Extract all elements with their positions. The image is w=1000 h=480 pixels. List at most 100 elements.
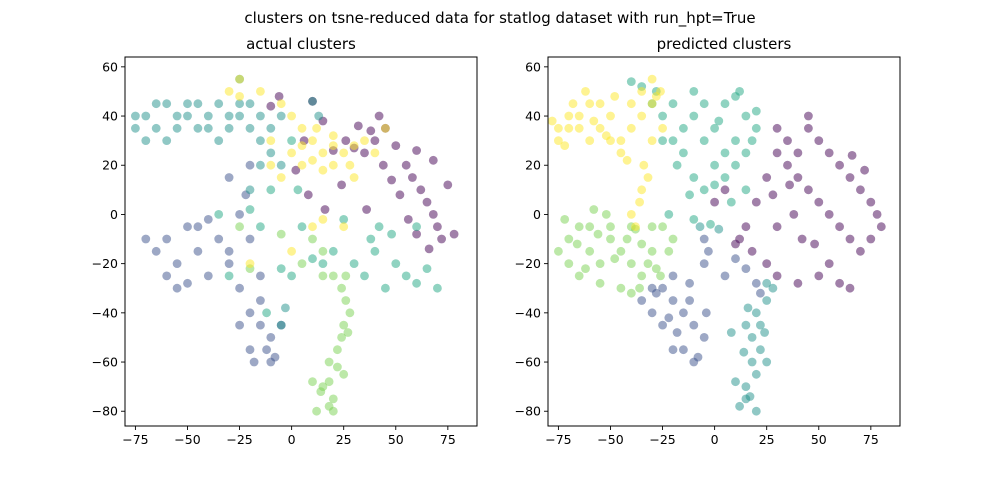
scatter-point [797,234,807,244]
scatter-point [814,197,824,207]
scatter-point [789,210,799,219]
scatter-point [647,99,657,109]
scatter-point [443,180,453,190]
scatter-point [266,148,276,158]
scatter-point [366,126,376,136]
scatter-point [287,246,296,256]
scatter-point [564,234,574,244]
scatter-point [274,92,284,101]
scatter-point [772,222,782,232]
scatter-point [756,288,765,298]
scatter-point [341,271,351,281]
scatter-point [214,210,224,219]
scatter-point [403,215,413,224]
scatter-point [339,222,349,232]
scatter-point [318,271,328,281]
x-tick-label: −50 [174,432,200,447]
scatter-point [581,87,590,96]
scatter-point [643,259,653,268]
scatter-point [672,328,682,337]
scatter-point [741,382,751,391]
scatter-point [685,190,694,200]
scatter-point [412,278,421,288]
scatter-point [606,234,615,244]
scatter-point [266,333,276,342]
scatter-point [656,87,665,96]
scatter-point [328,141,338,151]
scatter-point [245,345,255,355]
scatter-point [595,259,605,268]
scatter-point [266,160,276,170]
scatter-point [581,264,590,273]
scatter-point [266,101,276,111]
scatter-point [747,357,757,367]
scatter-point [276,173,286,182]
scatter-point [741,111,751,121]
scatter-point [699,136,709,146]
scatter-point [387,175,396,185]
scatter-point [595,123,605,133]
scatter-point [341,136,351,146]
x-tick-label: −75 [545,432,571,447]
scatter-point [693,352,703,362]
scatter-point [256,320,265,330]
scatter-point [341,296,351,305]
scatter-point [689,87,699,96]
scatter-point [256,296,265,305]
scatter-point [793,173,803,182]
scatter-point [281,303,290,313]
scatter-point [339,320,349,330]
scatter-point [585,246,595,256]
scatter-point [710,160,719,170]
scatter-point [287,136,296,146]
scatter-point [731,160,740,170]
scatter-point [308,96,317,106]
y-tick-label: 40 [525,109,541,124]
predicted-clusters-plot: predicted clusters −75 −50 −25 0 25 50 75 −80 −60… [515,35,901,447]
scatter-point [689,215,699,224]
scatter-point [324,401,334,411]
x-tick-label: 25 [759,432,775,447]
scatter-point [689,111,699,121]
scatter-point [564,111,574,121]
scatter-point [622,155,632,165]
scatter-point [276,160,286,170]
scatter-point [731,254,740,264]
y-tick-label: 40 [102,109,118,124]
scatter-point [679,148,688,158]
scatter-point [741,185,751,195]
scatter-point [428,210,438,219]
scatter-point [772,148,782,158]
x-tick-label: 75 [863,432,879,447]
scatter-point [762,296,772,305]
scatter-point [349,173,359,182]
scatter-point [637,271,647,281]
scatter-point [635,283,644,293]
scatter-point [172,111,182,121]
scatter-point [224,271,234,281]
y-tick-label: 20 [102,158,118,173]
scatter-point [412,229,421,239]
scatter-point [374,111,384,121]
scatter-point [720,185,730,195]
scatter-point [203,111,213,121]
scatter-point [574,123,584,133]
scatter-point [337,180,346,190]
scatter-point [679,308,688,318]
scatter-point [245,234,255,244]
scatter-point [606,222,615,232]
scatter-point [162,271,172,281]
scatter-point [726,328,736,337]
scatter-point [814,136,824,146]
scatter-point [664,313,674,323]
scatter-point [328,271,338,281]
scatter-point [626,210,636,219]
scatter-point [370,246,380,256]
x-tick-label: −75 [122,432,148,447]
scatter-point [643,173,653,182]
scatter-point [151,123,161,133]
scatter-point [162,136,172,146]
scatter-point [866,197,876,207]
scatter-point [668,99,678,109]
